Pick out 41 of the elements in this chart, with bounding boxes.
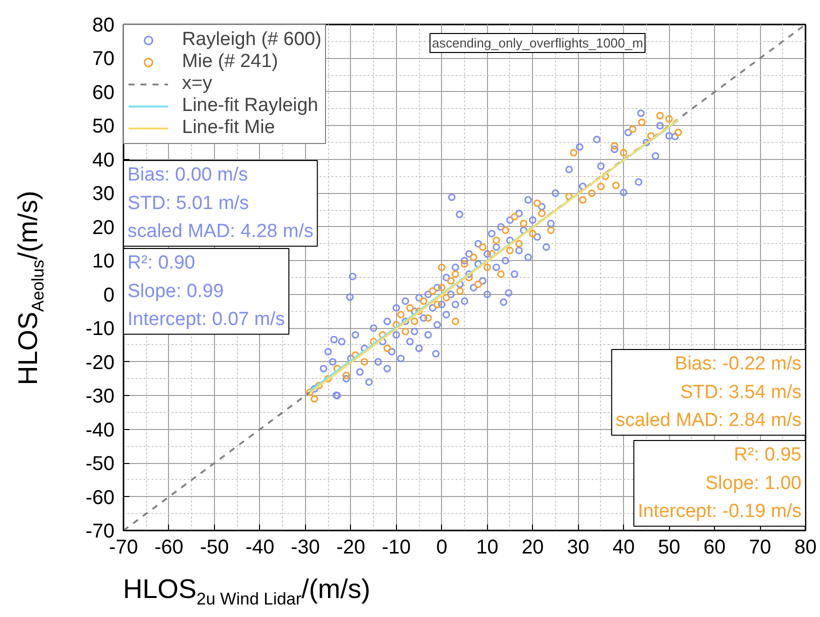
y-tick-label: 70 [92, 48, 115, 70]
x-tick-label: 80 [794, 536, 817, 558]
x-tick-label: 20 [522, 536, 544, 558]
y-tick-label: 60 [92, 82, 115, 104]
y-tick-label: 10 [92, 250, 115, 273]
y-tick-label: -60 [86, 486, 114, 509]
y-tick-label: 20 [92, 216, 115, 239]
y-tick-label: -10 [86, 318, 114, 340]
x-tick-label: 30 [567, 536, 590, 558]
x-tick-label: 70 [748, 536, 772, 558]
annotation: R²: 0.95 Slope: 1.00 Intercept: -0.19 m/s [638, 444, 802, 522]
x-tick-label: -60 [154, 536, 184, 558]
y-tick-label: 50 [92, 116, 115, 138]
x-tick-label: 0 [436, 536, 448, 558]
x-tick-label: -30 [290, 536, 320, 558]
x-axis-title: HLOS$_{2u Wind Lidar}$/(m/s) [123, 573, 370, 610]
annotation: R²: 0.90 Slope: 0.99 Intercept: 0.07 m/s [128, 252, 285, 330]
y-tick-label: 0 [103, 284, 114, 306]
annotation: Bias: -0.22 m/s STD: 3.54 m/s scaled MAD: 2.84 m/s [616, 354, 802, 432]
legend-label: Mie (# 241) [182, 51, 278, 73]
text: ascending_only_overflights_1000_m [432, 36, 644, 50]
x-tick-label: -20 [336, 536, 366, 558]
x-tick-label: -40 [245, 536, 274, 558]
y-tick-label: -30 [86, 386, 114, 408]
y-tick-label: 30 [92, 183, 115, 206]
y-tick-label: -20 [86, 352, 114, 374]
annotation: Bias: 0.00 m/s STD: 5.01 m/s scaled MAD: 4.28 m/s [128, 164, 314, 242]
x-tick-label: 60 [703, 536, 726, 558]
y-tick-label: -50 [86, 453, 114, 476]
y-tick-label: -40 [86, 419, 114, 442]
legend-label: Line-fit Rayleigh [182, 95, 318, 117]
legend-label: Line-fit Mie [182, 117, 275, 139]
x-tick-label: -50 [200, 536, 229, 558]
legend-label: Rayleigh (# 600) [182, 29, 322, 51]
y-tick-label: 80 [92, 14, 115, 36]
x-tick-label: 10 [476, 536, 498, 558]
x-tick-label: -10 [382, 536, 411, 558]
x-tick-label: 50 [658, 536, 680, 558]
y-tick-label: 40 [92, 149, 115, 172]
legend-label: x=y [182, 73, 212, 95]
x-tick-label: 40 [612, 536, 635, 558]
